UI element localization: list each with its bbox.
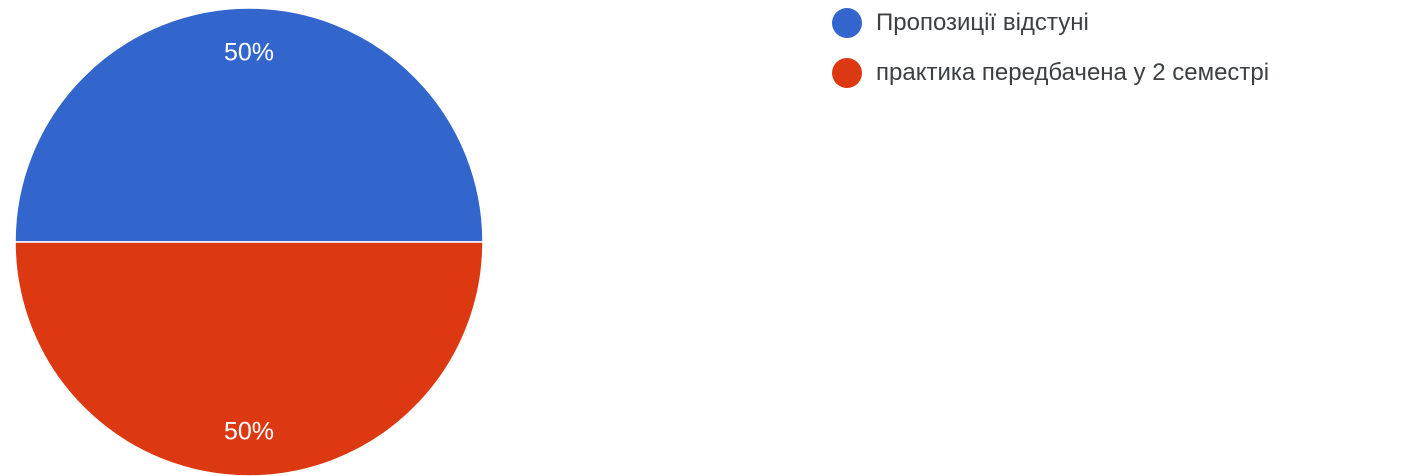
legend-item-practice[interactable]: практика передбачена у 2 семестрі <box>832 56 1269 90</box>
legend-swatch-practice <box>832 58 862 88</box>
pie-slice-0[interactable] <box>14 7 484 243</box>
pie-slice-label-0: 50% <box>224 38 274 66</box>
legend-label-proposals: Пропозиції відстуні <box>876 9 1089 36</box>
chart-legend: Пропозиції відстуні практика передбачена… <box>832 6 1269 106</box>
pie-slice-label-1: 50% <box>224 418 274 446</box>
legend-label-practice: практика передбачена у 2 семестрі <box>876 59 1270 86</box>
pie-slice-1[interactable] <box>14 241 484 476</box>
pie-chart: 50% 50% <box>14 7 484 476</box>
legend-swatch-proposals <box>832 8 862 38</box>
legend-item-proposals[interactable]: Пропозиції відстуні <box>832 6 1269 40</box>
